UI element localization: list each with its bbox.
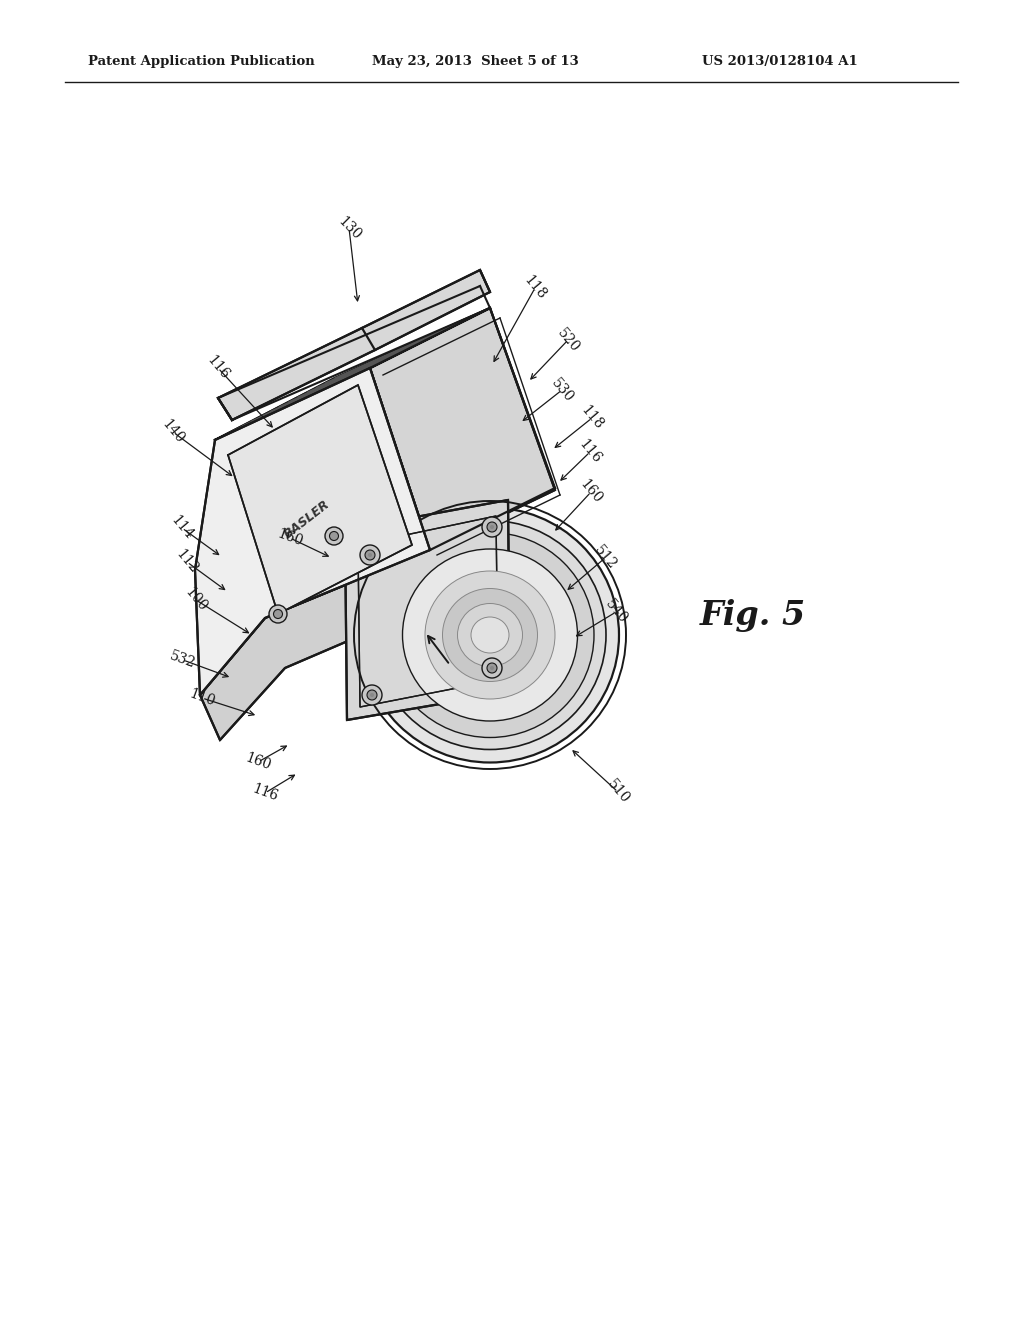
Circle shape xyxy=(367,690,377,700)
Text: 540: 540 xyxy=(602,598,630,627)
Text: 130: 130 xyxy=(335,214,364,243)
Text: 116: 116 xyxy=(204,354,231,383)
Circle shape xyxy=(360,545,380,565)
Polygon shape xyxy=(370,308,555,550)
Polygon shape xyxy=(228,385,412,614)
Ellipse shape xyxy=(386,532,594,738)
Text: 512: 512 xyxy=(591,544,618,573)
Text: 530: 530 xyxy=(548,375,575,404)
Circle shape xyxy=(365,550,375,560)
Text: 160: 160 xyxy=(244,751,272,774)
Text: Fig. 5: Fig. 5 xyxy=(700,598,806,631)
Polygon shape xyxy=(200,550,455,741)
Circle shape xyxy=(368,553,372,557)
Circle shape xyxy=(482,657,502,678)
Polygon shape xyxy=(345,500,510,719)
Text: May 23, 2013  Sheet 5 of 13: May 23, 2013 Sheet 5 of 13 xyxy=(372,55,579,69)
Text: Patent Application Publication: Patent Application Publication xyxy=(88,55,314,69)
Text: 160: 160 xyxy=(275,527,305,549)
Polygon shape xyxy=(215,308,490,440)
Text: 116: 116 xyxy=(250,781,280,804)
Circle shape xyxy=(330,532,339,540)
Text: 532: 532 xyxy=(168,649,198,671)
Text: 520: 520 xyxy=(554,326,582,355)
Text: 140: 140 xyxy=(159,417,186,446)
Text: US 2013/0128104 A1: US 2013/0128104 A1 xyxy=(702,55,858,69)
Circle shape xyxy=(487,663,497,673)
Circle shape xyxy=(325,527,343,545)
Circle shape xyxy=(487,521,497,532)
Circle shape xyxy=(482,517,502,537)
Circle shape xyxy=(273,610,283,619)
Text: 110: 110 xyxy=(187,686,217,709)
Ellipse shape xyxy=(442,589,538,681)
Circle shape xyxy=(269,605,287,623)
Circle shape xyxy=(362,685,382,705)
Ellipse shape xyxy=(374,520,606,750)
Circle shape xyxy=(490,667,494,671)
Text: 118: 118 xyxy=(579,404,606,433)
Text: 118: 118 xyxy=(521,273,549,302)
Polygon shape xyxy=(218,271,490,420)
Text: BASLER: BASLER xyxy=(282,498,333,541)
Ellipse shape xyxy=(471,616,509,653)
Text: 510: 510 xyxy=(604,777,632,807)
Text: 100: 100 xyxy=(182,585,210,615)
Text: 112: 112 xyxy=(173,548,201,577)
Ellipse shape xyxy=(425,572,555,700)
Text: 116: 116 xyxy=(577,437,604,467)
Circle shape xyxy=(370,693,374,697)
Circle shape xyxy=(490,525,494,529)
Text: 114: 114 xyxy=(168,513,196,543)
Text: 160: 160 xyxy=(578,478,605,507)
Ellipse shape xyxy=(402,549,578,721)
Ellipse shape xyxy=(458,603,522,667)
Ellipse shape xyxy=(361,507,618,763)
Polygon shape xyxy=(195,368,430,696)
